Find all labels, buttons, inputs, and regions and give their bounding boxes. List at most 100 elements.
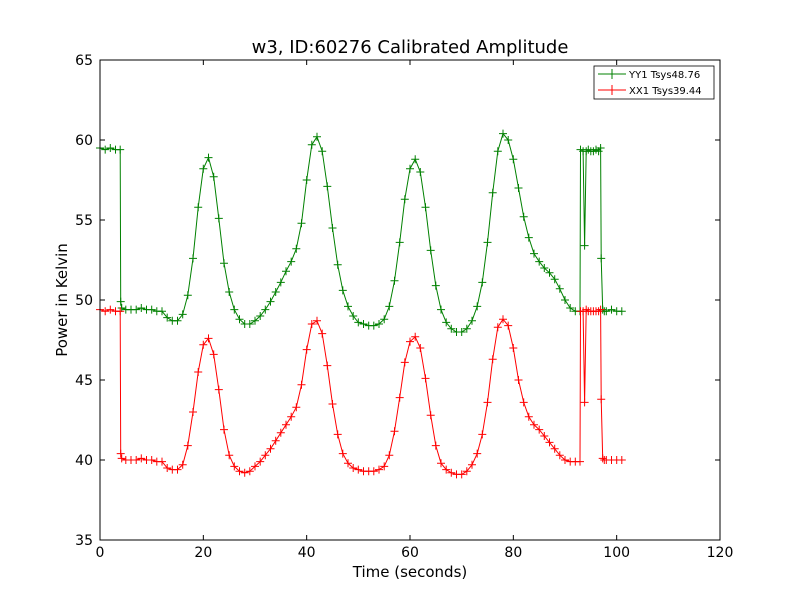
data-point-xx1 xyxy=(101,307,110,316)
data-point-xx1 xyxy=(235,467,244,476)
data-point-xx1 xyxy=(307,320,316,328)
data-point-yy1 xyxy=(594,147,603,156)
y-tick-label: 50 xyxy=(75,293,93,309)
data-point-yy1 xyxy=(524,233,533,242)
data-point-yy1 xyxy=(307,140,316,149)
data-point-yy1 xyxy=(116,145,125,154)
data-point-xx1 xyxy=(380,462,389,471)
data-point-yy1 xyxy=(225,288,234,296)
data-point-xx1 xyxy=(178,460,187,469)
data-point-yy1 xyxy=(457,328,466,336)
data-point-xx1 xyxy=(266,444,275,453)
data-point-yy1 xyxy=(328,224,337,232)
y-tick-label: 45 xyxy=(75,373,93,389)
data-point-xx1 xyxy=(499,315,507,324)
data-point-yy1 xyxy=(189,254,197,263)
data-point-yy1 xyxy=(292,244,301,253)
data-point-xx1 xyxy=(478,430,487,439)
data-point-yy1 xyxy=(117,304,126,312)
data-point-xx1 xyxy=(580,398,589,407)
data-point-xx1 xyxy=(530,420,538,429)
data-point-yy1 xyxy=(380,315,389,324)
data-point-yy1 xyxy=(400,195,409,204)
x-tick-label: 0 xyxy=(96,545,105,561)
data-point-xx1 xyxy=(194,368,203,376)
data-point-xx1 xyxy=(225,451,234,460)
x-tick-label: 20 xyxy=(194,545,212,561)
data-point-yy1 xyxy=(504,136,513,144)
x-tick-label: 40 xyxy=(298,545,316,561)
data-point-yy1 xyxy=(390,276,399,285)
data-point-yy1 xyxy=(416,168,425,176)
data-point-yy1 xyxy=(338,286,347,295)
x-axis-label: Time (seconds) xyxy=(352,563,468,581)
data-point-xx1 xyxy=(504,321,513,330)
data-point-xx1 xyxy=(375,465,383,474)
data-point-yy1 xyxy=(318,147,327,156)
data-point-yy1 xyxy=(251,316,259,325)
data-point-yy1 xyxy=(473,302,482,311)
data-point-xx1 xyxy=(189,408,197,416)
data-point-yy1 xyxy=(282,267,290,276)
data-point-yy1 xyxy=(540,264,549,272)
data-point-yy1 xyxy=(147,305,156,314)
series-layer xyxy=(96,129,626,479)
data-point-xx1 xyxy=(385,451,394,460)
data-point-xx1 xyxy=(617,456,626,464)
data-point-yy1 xyxy=(406,164,414,173)
data-point-xx1 xyxy=(292,403,301,412)
data-point-xx1 xyxy=(596,305,605,314)
data-point-yy1 xyxy=(266,297,275,306)
data-point-yy1 xyxy=(375,320,383,328)
data-point-xx1 xyxy=(426,411,435,420)
data-point-yy1 xyxy=(369,321,378,330)
data-point-yy1 xyxy=(158,307,166,316)
data-point-yy1 xyxy=(607,305,616,314)
data-point-xx1 xyxy=(106,305,115,314)
x-tick-label: 60 xyxy=(401,545,419,561)
data-point-yy1 xyxy=(235,315,244,324)
data-point-xx1 xyxy=(318,329,327,338)
data-point-yy1 xyxy=(468,316,476,325)
data-point-xx1 xyxy=(261,451,270,460)
data-point-yy1 xyxy=(313,132,321,141)
data-point-xx1 xyxy=(594,307,603,316)
data-point-yy1 xyxy=(597,254,606,263)
data-point-xx1 xyxy=(483,398,492,407)
data-point-xx1 xyxy=(447,468,456,477)
data-point-xx1 xyxy=(313,316,321,325)
data-point-xx1 xyxy=(524,412,533,421)
data-point-xx1 xyxy=(199,340,208,349)
data-point-yy1 xyxy=(297,219,306,228)
ticks-layer: 0 20 40 60 80 100 120 35 40 45 50 55 60 65 xyxy=(75,53,733,561)
data-point-xx1 xyxy=(545,438,554,447)
data-point-yy1 xyxy=(271,288,280,296)
series-yy1 xyxy=(96,129,626,336)
data-point-xx1 xyxy=(354,465,363,474)
data-point-xx1 xyxy=(297,380,306,389)
data-point-yy1 xyxy=(483,238,492,247)
data-point-yy1 xyxy=(287,257,296,266)
data-point-yy1 xyxy=(178,310,187,319)
data-point-yy1 xyxy=(132,305,141,314)
data-point-yy1 xyxy=(214,214,223,223)
data-point-yy1 xyxy=(116,297,125,306)
data-point-yy1 xyxy=(230,305,239,314)
data-point-xx1 xyxy=(323,361,332,370)
data-point-yy1 xyxy=(535,257,544,266)
data-point-xx1 xyxy=(442,465,451,474)
y-tick-label: 40 xyxy=(75,453,93,469)
data-point-xx1 xyxy=(220,425,228,434)
data-point-xx1 xyxy=(328,400,337,408)
data-point-xx1 xyxy=(473,449,482,458)
data-point-xx1 xyxy=(230,462,239,471)
x-tick-label: 100 xyxy=(603,545,630,561)
data-point-xx1 xyxy=(561,456,569,464)
data-point-xx1 xyxy=(338,449,347,458)
data-point-yy1 xyxy=(421,203,430,212)
data-point-yy1 xyxy=(359,320,368,328)
data-point-yy1 xyxy=(261,305,270,314)
data-point-yy1 xyxy=(545,268,554,277)
data-point-xx1 xyxy=(137,454,146,463)
